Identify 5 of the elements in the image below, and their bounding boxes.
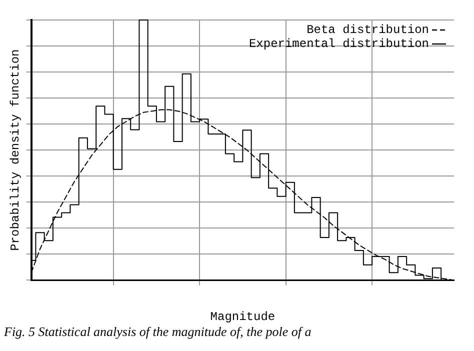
x-axis-title: Magnitude	[210, 310, 276, 324]
caption: Fig. 5 Statistical analysis of the magnitude of, the pole of a	[3, 324, 312, 340]
legend-label: Beta distribution	[306, 23, 429, 38]
y-axis-title: Probability density function	[8, 49, 22, 251]
legend-label: Experimental distribution	[248, 37, 429, 52]
